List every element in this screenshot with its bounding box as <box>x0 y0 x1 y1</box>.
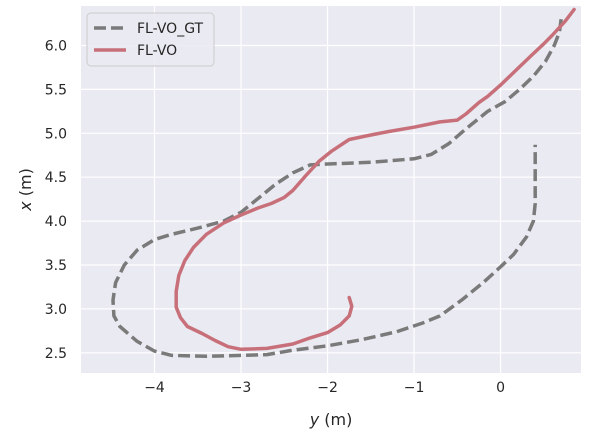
x-tick-labels: −4 −3 −2 −1 0 <box>144 380 505 396</box>
legend-label-fl-vo: FL-VO <box>137 43 177 59</box>
y-axis-label-unit: (m) <box>16 168 35 201</box>
series-lines <box>111 7 576 359</box>
y-axis-label: x (m) <box>16 168 35 212</box>
x-tick-label: −2 <box>317 380 338 396</box>
horizontal-gridlines <box>81 44 581 354</box>
legend: FL-VO_GT FL-VO <box>86 12 215 67</box>
y-tick-labels: 2.5 3.0 3.5 4.0 4.5 5.0 5.5 6.0 <box>45 39 67 362</box>
x-axis-label-unit: (m) <box>319 410 352 429</box>
y-tick-label: 2.5 <box>45 346 67 362</box>
x-axis-label: y (m) <box>309 410 353 429</box>
y-tick-label: 5.5 <box>45 82 67 98</box>
x-tick-label: −4 <box>144 380 165 396</box>
y-tick-label: 3.0 <box>45 302 67 318</box>
y-tick-label: 4.5 <box>45 170 67 186</box>
y-axis-label-variable: x <box>16 201 35 212</box>
y-tick-label: 4.0 <box>45 214 67 230</box>
y-tick-label: 3.5 <box>45 258 67 274</box>
legend-label-fl-vo-gt: FL-VO_GT <box>137 21 204 37</box>
y-tick-label: 5.0 <box>45 126 67 142</box>
y-tick-label: 6.0 <box>45 39 67 55</box>
series-line-fl-vo <box>174 7 576 352</box>
plot-area <box>81 6 581 373</box>
x-tick-label: −3 <box>231 380 252 396</box>
x-tick-label: −1 <box>404 380 425 396</box>
series-line-fl-vo-gt <box>111 18 563 359</box>
x-axis-label-variable: y <box>309 410 320 429</box>
vertical-gridlines <box>153 6 502 373</box>
x-tick-label: 0 <box>496 380 505 396</box>
